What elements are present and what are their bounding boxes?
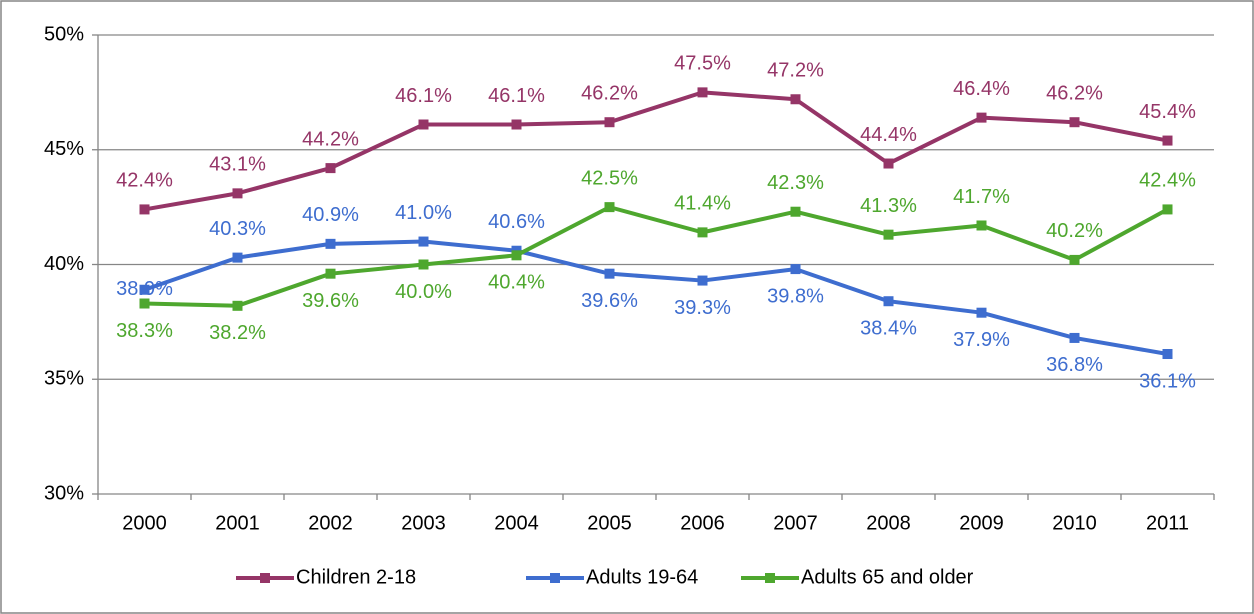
- data-label: 38.9%: [116, 278, 173, 300]
- data-label: 41.0%: [395, 202, 452, 224]
- data-label: 36.8%: [1046, 354, 1103, 376]
- data-label: 41.3%: [860, 195, 917, 217]
- marker: [1162, 135, 1173, 146]
- marker: [232, 188, 243, 199]
- marker: [883, 296, 894, 307]
- data-label: 42.3%: [767, 172, 824, 194]
- y-tick-label: 40%: [44, 253, 84, 275]
- marker: [883, 158, 894, 169]
- data-label: 46.4%: [953, 78, 1010, 100]
- legend-marker: [260, 573, 270, 583]
- marker: [604, 268, 615, 279]
- series-line: [143, 239, 1168, 356]
- marker: [883, 229, 894, 240]
- marker: [418, 119, 429, 130]
- marker: [697, 227, 708, 238]
- data-label: 46.2%: [581, 82, 638, 104]
- marker: [232, 300, 243, 311]
- data-label: 37.9%: [953, 329, 1010, 351]
- marker: [697, 275, 708, 286]
- y-tick-label: 50%: [44, 23, 84, 45]
- marker: [790, 94, 801, 105]
- data-label: 47.2%: [767, 60, 824, 82]
- x-tick-label: 2001: [215, 512, 260, 534]
- marker: [418, 259, 429, 270]
- x-tick-label: 2002: [308, 512, 353, 534]
- marker: [1069, 254, 1080, 265]
- marker: [511, 119, 522, 130]
- y-tick-label: 30%: [44, 482, 84, 504]
- marker: [697, 87, 708, 98]
- data-label: 40.6%: [488, 211, 545, 233]
- marker: [976, 220, 987, 231]
- data-label: 40.0%: [395, 281, 452, 303]
- x-tick-label: 2004: [494, 512, 539, 534]
- data-label: 39.6%: [581, 290, 638, 312]
- marker: [1162, 349, 1173, 360]
- marker: [1162, 204, 1173, 215]
- legend-marker: [550, 573, 560, 583]
- data-label: 46.1%: [488, 85, 545, 107]
- data-label: 39.3%: [674, 297, 731, 319]
- data-label: 40.2%: [1046, 220, 1103, 242]
- data-label: 41.7%: [953, 186, 1010, 208]
- marker: [511, 250, 522, 261]
- series-line: [144, 90, 1168, 212]
- marker: [604, 117, 615, 128]
- data-label: 41.4%: [674, 193, 731, 215]
- marker: [976, 307, 987, 318]
- marker: [325, 238, 336, 249]
- legend-label: Adults 65 and older: [801, 566, 974, 588]
- data-label: 44.2%: [302, 128, 359, 150]
- legend-marker: [765, 573, 775, 583]
- data-label: 40.4%: [488, 272, 545, 294]
- x-tick-label: 2010: [1052, 512, 1097, 534]
- x-tick-label: 2000: [122, 512, 167, 534]
- y-tick-label: 45%: [44, 138, 84, 160]
- marker: [1069, 117, 1080, 128]
- data-label: 45.4%: [1139, 101, 1196, 123]
- data-label: 39.6%: [302, 290, 359, 312]
- data-label: 42.4%: [116, 170, 173, 192]
- marker: [604, 202, 615, 213]
- x-tick-label: 2009: [959, 512, 1004, 534]
- marker: [976, 112, 987, 123]
- data-label: 42.5%: [581, 167, 638, 189]
- data-label: 36.1%: [1139, 370, 1196, 392]
- x-tick-label: 2007: [773, 512, 818, 534]
- data-label: 40.3%: [209, 218, 266, 240]
- data-label: 40.9%: [302, 204, 359, 226]
- x-tick-label: 2003: [401, 512, 446, 534]
- data-label: 46.2%: [1046, 82, 1103, 104]
- x-tick-label: 2005: [587, 512, 632, 534]
- data-label: 46.1%: [395, 85, 452, 107]
- marker: [790, 264, 801, 275]
- y-tick-label: 35%: [44, 368, 84, 390]
- data-label: 38.3%: [116, 320, 173, 342]
- x-tick-label: 2011: [1146, 512, 1189, 534]
- data-label: 39.8%: [767, 285, 824, 307]
- marker: [418, 236, 429, 247]
- data-label: 38.2%: [209, 322, 266, 344]
- marker: [232, 252, 243, 263]
- data-label: 43.1%: [209, 154, 266, 176]
- data-label: 42.4%: [1139, 170, 1196, 192]
- marker: [790, 206, 801, 217]
- data-label: 47.5%: [674, 53, 731, 75]
- marker: [1069, 332, 1080, 343]
- marker: [325, 268, 336, 279]
- series-line: [144, 205, 1169, 308]
- marker: [139, 204, 150, 215]
- marker: [325, 163, 336, 174]
- x-tick-label: 2008: [866, 512, 911, 534]
- x-tick-label: 2006: [680, 512, 725, 534]
- data-label: 38.4%: [860, 318, 917, 340]
- marker: [139, 284, 150, 295]
- data-label: 44.4%: [860, 124, 917, 146]
- legend-label: Children 2-18: [296, 566, 416, 588]
- legend-label: Adults 19-64: [586, 566, 698, 588]
- marker: [139, 298, 150, 309]
